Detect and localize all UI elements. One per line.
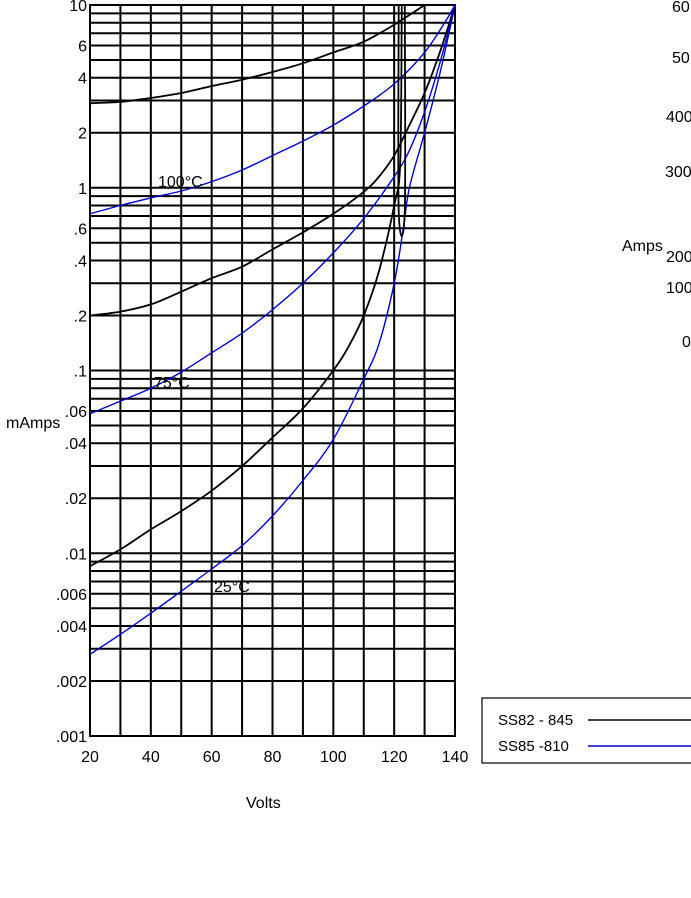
series-line — [89, 4, 403, 567]
x-tick-label: 40 — [142, 749, 160, 766]
annotation-100c: 100°C — [158, 174, 203, 191]
secondary-tick-label: 300 — [665, 164, 691, 181]
x-tick-label: 100 — [320, 749, 347, 766]
y-tick-label: .1 — [74, 364, 87, 381]
secondary-tick-label: 50 — [672, 50, 690, 67]
series-line — [89, 4, 456, 317]
series-line — [89, 4, 426, 105]
y-tick-label: .01 — [65, 546, 87, 563]
y-tick-label: .06 — [65, 404, 87, 421]
legend-label: SS82 - 845 — [498, 712, 573, 729]
series-group — [89, 4, 456, 655]
plot-frame — [89, 4, 456, 737]
x-tick-label: 20 — [81, 749, 99, 766]
series-line — [397, 4, 407, 237]
annotation-25c: 25°C — [214, 579, 250, 596]
x-tick-label: 80 — [264, 749, 282, 766]
x-tick-label: 120 — [381, 749, 408, 766]
legend-box — [481, 697, 691, 764]
x-axis-label: Volts — [246, 795, 281, 812]
y-tick-label: .02 — [65, 491, 87, 508]
y-tick-label: 10 — [69, 0, 87, 15]
series-line — [89, 4, 456, 655]
series-line — [89, 4, 456, 415]
series-line — [89, 4, 456, 215]
legend-label: SS85 -810 — [498, 738, 569, 755]
secondary-tick-label: 200 — [666, 249, 691, 266]
y-tick-label: 2 — [78, 126, 87, 143]
y-tick-label: .006 — [56, 587, 87, 604]
y-axis-label: mAmps — [6, 415, 60, 432]
y-tick-label: .004 — [56, 619, 87, 636]
y-tick-label: 6 — [78, 39, 87, 56]
y-tick-label: .6 — [74, 221, 87, 238]
y-tick-label: .4 — [74, 253, 87, 270]
secondary-axis: Amps 60 50 400 300 200 100 0 — [622, 0, 691, 351]
y-tick-label: 4 — [78, 71, 87, 88]
x-tick-label: 140 — [442, 749, 469, 766]
y-axis-ticks: 10 6 4 2 1 .6 .4 .2 .1 .06 .04 .02 .01 .006 .004 .002 .0… — [56, 0, 87, 746]
y-tick-label: .04 — [65, 436, 87, 453]
annotation-75c: 75°C — [154, 375, 190, 392]
x-tick-label: 60 — [203, 749, 221, 766]
secondary-tick-label: 60 — [672, 0, 690, 16]
y-tick-label: .2 — [74, 308, 87, 325]
secondary-tick-label: 100 — [666, 280, 691, 297]
legend: SS82 - 845 SS85 -810 — [481, 697, 691, 764]
secondary-tick-label: 0 — [682, 334, 691, 351]
y-tick-label: 1 — [78, 181, 87, 198]
secondary-axis-label: Amps — [622, 238, 663, 255]
secondary-tick-label: 400 — [666, 109, 691, 126]
y-tick-label: .001 — [56, 729, 87, 746]
y-tick-label: .002 — [56, 674, 87, 691]
x-axis-ticks: 20 40 60 80 100 120 140 — [81, 749, 468, 766]
